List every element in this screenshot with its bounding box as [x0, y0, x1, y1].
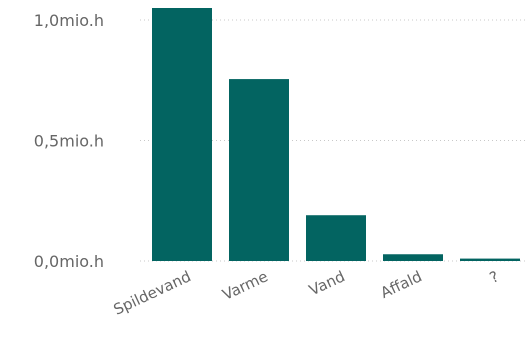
bar-spildevand[interactable] [152, 8, 212, 261]
x-category-label: Vand [306, 267, 347, 299]
y-tick-label: 0,0mio.h [34, 252, 104, 271]
bar-unknown[interactable] [460, 258, 520, 261]
x-category-label: ? [487, 267, 502, 287]
x-category-label: Affald [378, 267, 425, 302]
y-tick-label: 0,5mio.h [34, 132, 104, 151]
x-axis-categories: Spildevand Varme Vand Affald? [111, 267, 502, 318]
y-axis-ticks: 0,0mio.h 0,5mio.h 1,0mio.h [34, 11, 104, 271]
bar-varme[interactable] [229, 79, 289, 261]
x-category-label: Spildevand [111, 267, 194, 318]
x-category-label: Varme [220, 267, 271, 304]
bar-affald[interactable] [383, 254, 443, 261]
bar-vand[interactable] [306, 215, 366, 261]
y-tick-label: 1,0mio.h [34, 11, 104, 30]
bars [152, 8, 520, 261]
